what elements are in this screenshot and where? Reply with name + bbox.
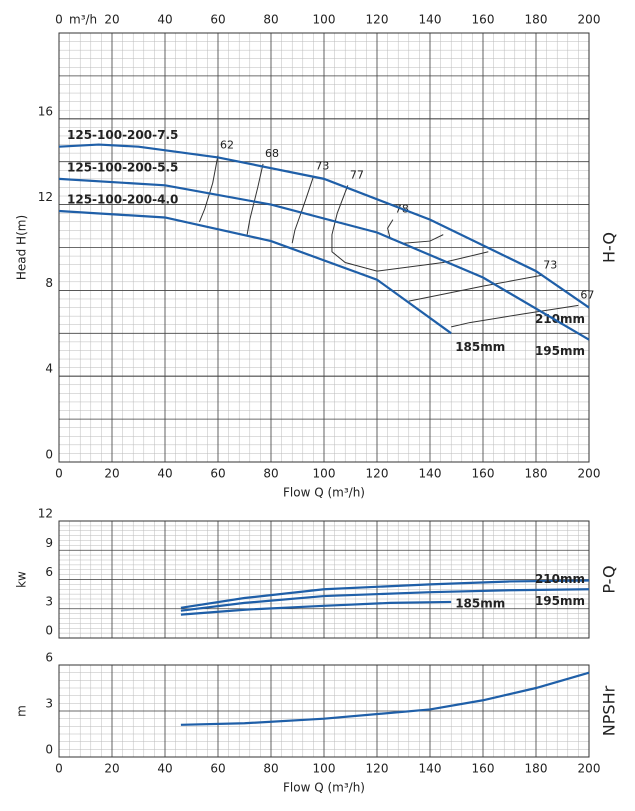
efficiency-label: 73: [315, 160, 329, 173]
efficiency-label: 73: [543, 258, 557, 271]
x-tick-label: 60: [210, 467, 225, 481]
x-tick-label: 120: [366, 762, 389, 776]
curve-label: 210mm: [535, 572, 585, 586]
y-tick-label: 9: [45, 536, 53, 550]
efficiency-label: 67: [580, 288, 594, 301]
top-tick-label: 20: [104, 13, 119, 27]
top-axis-unit: m³/h: [69, 13, 97, 27]
x-axis-label: Flow Q (m³/h): [283, 781, 365, 795]
efficiency-contour: [291, 176, 314, 244]
top-tick-label: 60: [210, 13, 225, 27]
x-tick-label: 200: [578, 762, 601, 776]
curve: [180, 588, 590, 612]
curve: [58, 177, 590, 341]
x-tick-label: 20: [104, 762, 119, 776]
model-label: 125-100-200-7.5: [67, 128, 178, 142]
x-tick-label: 80: [263, 467, 278, 481]
y-tick-label: 4: [45, 362, 53, 376]
x-tick-label: 120: [366, 467, 389, 481]
y-tick-label: 12: [38, 507, 53, 521]
efficiency-contour: [246, 163, 264, 235]
curve-label: 195mm: [535, 344, 585, 358]
y-tick-label: 0: [45, 743, 53, 757]
model-label: 125-100-200-5.5: [67, 160, 178, 174]
y-tick-label: 0: [45, 624, 53, 638]
top-tick-label: 200: [578, 13, 601, 27]
x-tick-label: 60: [210, 762, 225, 776]
y-axis-label: Head H(m): [15, 215, 29, 280]
y-tick-label: 0: [45, 448, 53, 462]
y-tick-label: 3: [45, 594, 53, 608]
curve: [180, 600, 452, 616]
y-tick-label: 3: [45, 697, 53, 711]
top-tick-label: 100: [313, 13, 336, 27]
model-label: 125-100-200-4.0: [67, 193, 178, 207]
curve-label: 185mm: [455, 596, 505, 610]
x-tick-label: 100: [313, 762, 336, 776]
x-tick-label: 200: [578, 467, 601, 481]
y-tick-label: 8: [45, 276, 53, 290]
efficiency-contour: [451, 304, 579, 328]
efficiency-label: 62: [220, 138, 234, 151]
y-axis-label: kw: [15, 571, 29, 588]
top-tick-label: 40: [157, 13, 172, 27]
efficiency-label: 77: [350, 168, 364, 181]
x-tick-label: 180: [525, 467, 548, 481]
x-tick-label: 80: [263, 762, 278, 776]
curve-label: 195mm: [535, 594, 585, 608]
efficiency-label: 68: [265, 147, 279, 160]
curve: [180, 579, 590, 609]
curve-label: 185mm: [455, 340, 505, 354]
plot-frame: [58, 32, 590, 463]
plot-frame: [58, 520, 590, 639]
top-tick-label: 180: [525, 13, 548, 27]
top-tick-label: 80: [263, 13, 278, 27]
efficiency-contour: [331, 185, 489, 272]
plot-frame: [58, 664, 590, 758]
x-tick-label: 0: [55, 467, 63, 481]
y-tick-label: 16: [38, 104, 53, 118]
y-axis-label: m: [15, 705, 29, 717]
curve: [58, 143, 590, 309]
x-tick-label: 160: [472, 467, 495, 481]
efficiency-contour: [198, 155, 219, 222]
y-tick-label: 12: [38, 190, 53, 204]
panel-title: NPSHr: [600, 685, 619, 736]
x-axis-label: Flow Q (m³/h): [283, 486, 365, 500]
x-tick-label: 140: [419, 467, 442, 481]
top-tick-label: 140: [419, 13, 442, 27]
top-tick-label: 120: [366, 13, 389, 27]
efficiency-contour: [408, 274, 542, 302]
top-tick-label: 0: [55, 13, 63, 27]
panel-title: P-Q: [600, 565, 619, 593]
x-tick-label: 100: [313, 467, 336, 481]
x-tick-label: 180: [525, 762, 548, 776]
x-tick-label: 40: [157, 762, 172, 776]
x-tick-label: 20: [104, 467, 119, 481]
x-tick-label: 0: [55, 762, 63, 776]
x-tick-label: 40: [157, 467, 172, 481]
panel-title: H-Q: [600, 232, 619, 263]
top-tick-label: 160: [472, 13, 495, 27]
x-tick-label: 160: [472, 762, 495, 776]
curve: [58, 209, 452, 335]
x-tick-label: 140: [419, 762, 442, 776]
y-tick-label: 6: [45, 565, 53, 579]
y-tick-label: 6: [45, 651, 53, 665]
curve: [180, 671, 590, 726]
